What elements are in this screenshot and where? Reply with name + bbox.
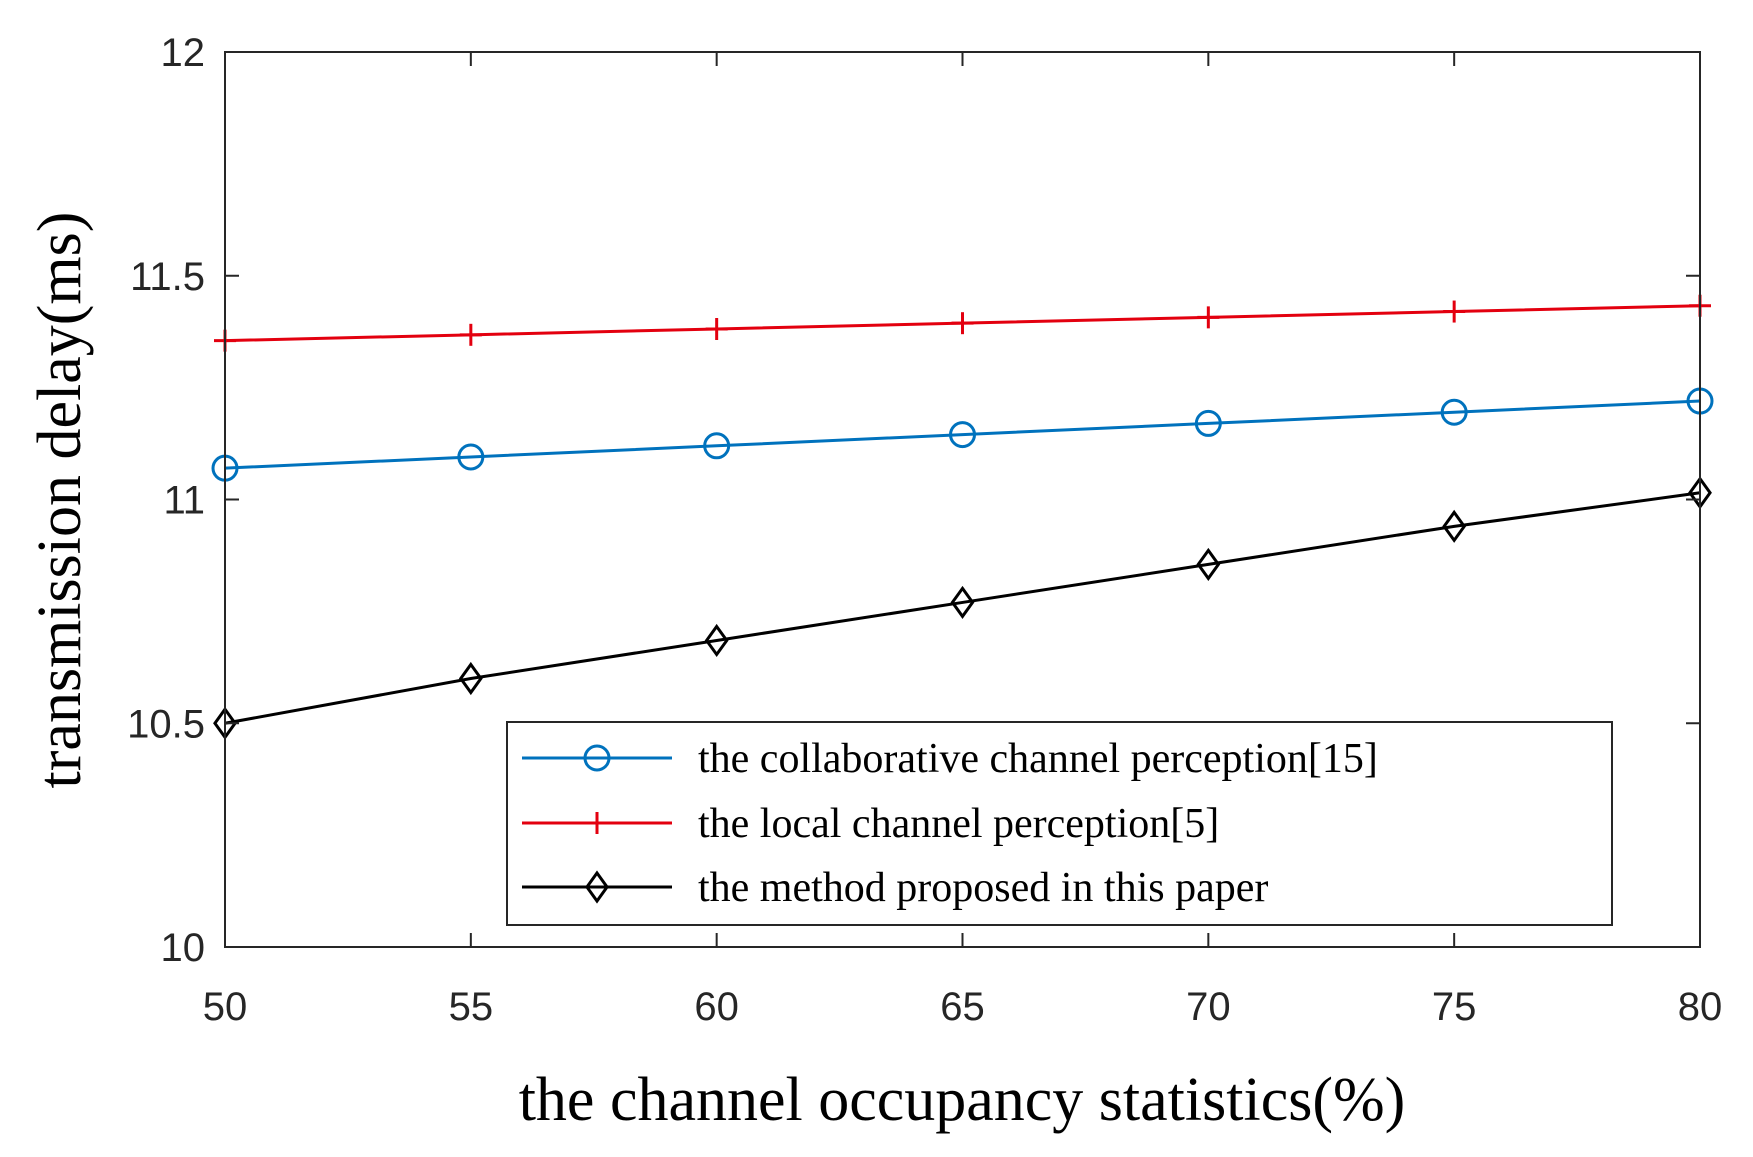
x-tick-label: 60 (694, 985, 739, 1029)
data-point (703, 432, 731, 460)
data-point (457, 443, 485, 471)
data-point (1440, 398, 1468, 426)
x-tick-label: 75 (1432, 985, 1477, 1029)
legend-item: the collaborative channel perception[15] (522, 736, 1378, 782)
data-point (704, 623, 729, 658)
legend-marker (585, 870, 609, 904)
data-point (1194, 409, 1222, 437)
x-tick-label: 50 (203, 985, 248, 1029)
tick-layer: 50 55 60 65 70 75 80 10 10.5 11 11.5 12 (127, 31, 1722, 1029)
series-2 (213, 476, 1712, 740)
y-tick-label: 11.5 (130, 255, 205, 299)
x-axis-title: the channel occupancy statistics(%) (519, 1066, 1406, 1134)
legend-label: the local channel perception[5] (698, 801, 1219, 847)
legend-items: the collaborative channel perception[15]… (522, 736, 1378, 911)
data-point (1443, 300, 1466, 323)
y-tick-label: 10.5 (127, 702, 205, 746)
x-tick-label: 65 (940, 985, 985, 1029)
data-point (458, 661, 483, 696)
y-axis-title: transmission delay(ms) (26, 212, 94, 789)
x-tick-label: 70 (1186, 985, 1231, 1029)
legend-item: the local channel perception[5] (522, 801, 1219, 847)
y-tick-label: 11 (163, 479, 205, 523)
legend-box (506, 721, 1613, 926)
data-point (950, 585, 975, 619)
y-tick-label: 12 (161, 31, 206, 75)
y-tick-label: 10 (161, 926, 206, 970)
data-point (949, 421, 976, 449)
data-point (1197, 306, 1220, 329)
legend-label: the collaborative channel perception[15] (698, 736, 1378, 782)
data-point (1442, 509, 1467, 543)
series-line (224, 399, 1701, 470)
series-1 (214, 294, 1711, 352)
legend-item: the method proposed in this paper (522, 865, 1268, 911)
data-point (705, 318, 728, 341)
data-point (459, 323, 482, 346)
data-point (951, 312, 974, 335)
series-line (224, 491, 1701, 725)
x-tick-label: 80 (1678, 985, 1723, 1029)
legend: the collaborative channel perception[15]… (506, 721, 1613, 926)
legend-marker (586, 812, 608, 834)
legend-label: the method proposed in this paper (698, 865, 1268, 911)
data-point (1196, 547, 1221, 581)
x-tick-label: 55 (449, 985, 494, 1029)
legend-marker (583, 744, 611, 772)
